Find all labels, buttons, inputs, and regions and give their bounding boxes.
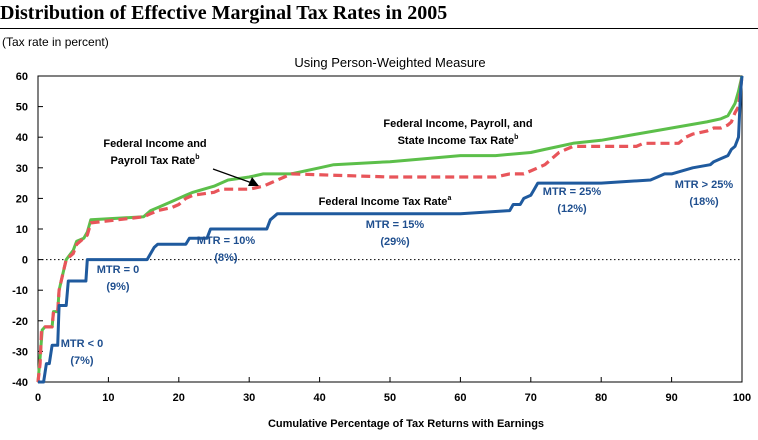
x-tick-label: 0 [35, 392, 41, 404]
x-tick-label: 70 [525, 392, 537, 404]
x-tick-label: 90 [665, 392, 677, 404]
federal-income-tax-line [38, 75, 744, 384]
x-tick-label: 40 [313, 392, 325, 404]
title-rule [0, 28, 758, 29]
mtr-15-annotation: MTR = 15% (29%) [366, 219, 425, 248]
y-tick-label: 10 [16, 224, 28, 236]
x-tick-label: 30 [243, 392, 255, 404]
x-tick-label: 80 [595, 392, 607, 404]
mtr-negative-annotation: MTR < 0 (7%) [61, 338, 103, 367]
x-axis-label: Cumulative Percentage of Tax Returns wit… [268, 418, 544, 430]
units-note: (Tax rate in percent) [2, 35, 109, 49]
y-tick-label: 60 [16, 71, 28, 83]
y-tick-label: -30 [12, 346, 28, 358]
mtr-10-annotation: MTR = 10% (8%) [197, 235, 256, 264]
x-tick-label: 50 [384, 392, 396, 404]
y-tick-label: -10 [12, 285, 28, 297]
payroll-tax-rate-label: Federal Income and Payroll Tax Rateb [103, 138, 206, 167]
y-tick-label: 40 [16, 132, 28, 144]
y-tick-label: -20 [12, 316, 28, 328]
chart-title: Using Person-Weighted Measure [294, 55, 485, 70]
federal-income-tax-rate-label: Federal Income Tax Ratea [319, 195, 452, 208]
pointer-arrow-head [248, 177, 259, 186]
pointer-arrow-line [212, 168, 253, 184]
x-tick-label: 20 [173, 392, 185, 404]
federal-income-payroll-tax-line [36, 75, 744, 383]
mtr-over-25-annotation: MTR > 25% (18%) [675, 179, 734, 208]
state-income-tax-rate-label: Federal Income, Payroll, and State Income… [383, 118, 532, 147]
x-tick-label: 10 [102, 392, 114, 404]
y-tick-label: 20 [16, 193, 28, 205]
y-tick-label: 30 [16, 163, 28, 175]
y-tick-label: -40 [12, 377, 28, 389]
x-tick-label: 100 [733, 392, 751, 404]
x-tick-label: 60 [454, 392, 466, 404]
page-title: Distribution of Effective Marginal Tax R… [0, 2, 448, 24]
y-tick-label: 0 [22, 255, 28, 267]
mtr-zero-annotation: MTR = 0 (9%) [97, 264, 139, 293]
y-tick-label: 50 [16, 102, 28, 114]
mtr-25-annotation: MTR = 25% (12%) [543, 186, 602, 215]
